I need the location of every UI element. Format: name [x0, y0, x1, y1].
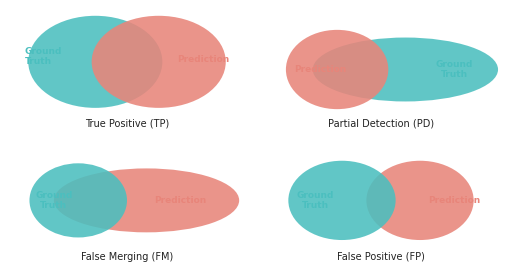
Text: Ground
Truth: Ground Truth: [24, 47, 62, 66]
Ellipse shape: [54, 168, 239, 232]
Ellipse shape: [366, 161, 473, 240]
Ellipse shape: [28, 16, 163, 108]
Text: True Positive (TP): True Positive (TP): [85, 118, 169, 128]
Text: False Merging (FM): False Merging (FM): [81, 252, 173, 262]
Text: Prediction: Prediction: [294, 65, 346, 74]
Ellipse shape: [286, 30, 388, 109]
Text: Ground
Truth: Ground Truth: [35, 191, 73, 210]
Text: Prediction: Prediction: [177, 55, 230, 64]
Text: Ground
Truth: Ground Truth: [297, 191, 334, 210]
Ellipse shape: [29, 163, 127, 237]
Ellipse shape: [91, 16, 226, 108]
Text: Ground
Truth: Ground Truth: [435, 60, 473, 79]
Text: False Positive (FP): False Positive (FP): [337, 252, 425, 262]
Text: Prediction: Prediction: [428, 196, 480, 205]
Ellipse shape: [313, 38, 498, 101]
Text: Partial Detection (PD): Partial Detection (PD): [328, 118, 434, 128]
Text: Prediction: Prediction: [154, 196, 207, 205]
Ellipse shape: [289, 161, 396, 240]
